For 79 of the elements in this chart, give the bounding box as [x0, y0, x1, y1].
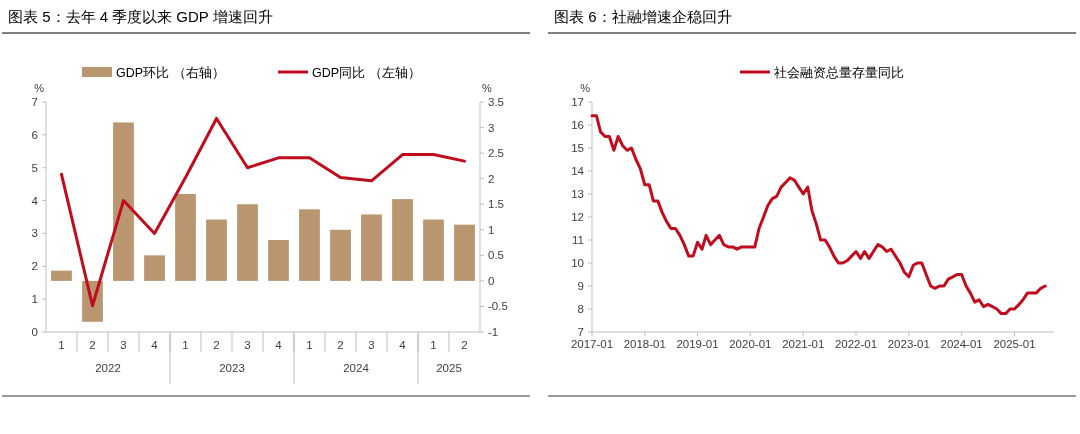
text: 2025: [436, 362, 462, 374]
x-tick-label: 1: [58, 339, 65, 351]
x-tick-label: 2: [213, 339, 220, 351]
x-tick-label: 2: [461, 339, 468, 351]
y2-tick-label: 3: [488, 121, 495, 134]
y-tick-label: 16: [571, 119, 584, 131]
legend-label: GDP同比 （左轴）: [312, 66, 421, 80]
y2-tick-label: -0.5: [488, 300, 508, 313]
bar: [454, 224, 475, 281]
x-tick-label: 1: [182, 339, 189, 351]
bar: [361, 214, 382, 281]
bar: [175, 194, 196, 281]
x-tick-label: 3: [244, 339, 251, 351]
y2-tick-label: 1: [488, 223, 495, 236]
bar: [392, 199, 413, 281]
chart-title: 图表 5：去年 4 季度以来 GDP 增速回升: [8, 8, 273, 25]
bar: [51, 270, 72, 281]
y-tick-label: 13: [571, 188, 584, 200]
y-tick-label: 0: [31, 326, 38, 338]
y2-tick-label: 0.5: [488, 249, 504, 262]
bar: [113, 122, 134, 281]
x-tick-label: 2: [337, 339, 344, 351]
y-tick-label: 17: [571, 96, 584, 108]
y-tick-label: 15: [571, 142, 584, 154]
x-tick-label: 3: [368, 339, 375, 351]
x-tick-label: 2020-01: [729, 338, 772, 350]
legend-label: GDP环比 （右轴）: [116, 66, 225, 80]
y-tick-label: 3: [31, 227, 38, 240]
y-tick-label: 5: [31, 161, 38, 174]
x-tick-label: 4: [399, 339, 407, 351]
y-axis-title: %: [580, 82, 591, 94]
x-tick-label: 2021-01: [782, 338, 825, 350]
x-tick-label: 1: [306, 339, 313, 351]
x-tick-label: 3: [120, 339, 127, 351]
y2-tick-label: -1: [488, 326, 499, 338]
y-tick-label: 12: [571, 211, 584, 223]
y2-tick-label: 0: [488, 274, 495, 287]
bar: [206, 219, 227, 281]
bar: [237, 204, 258, 281]
bar: [144, 255, 165, 281]
text: 2023: [219, 362, 245, 374]
y-tick-label: 14: [571, 165, 585, 177]
x-tick-label: 2024-01: [940, 338, 983, 350]
text: 2022: [95, 362, 121, 374]
x-tick-label: 2019-01: [676, 338, 719, 350]
x-tick-label: 2025-01: [993, 338, 1036, 350]
y-tick-label: 2: [31, 260, 38, 273]
line-series: [590, 114, 1047, 316]
bar: [423, 219, 444, 281]
y-axis-title: %: [34, 82, 45, 94]
y-tick-label: 8: [577, 303, 584, 315]
chart-title: 图表 6：社融增速企稳回升: [554, 8, 732, 25]
y-tick-label: 6: [31, 128, 38, 141]
legend-label: 社会融资总量存量同比: [774, 66, 904, 80]
y-tick-label: 9: [577, 280, 584, 292]
x-tick-label: 1: [430, 339, 437, 351]
y2-tick-label: 1.5: [488, 198, 504, 211]
y-tick-label: 4: [31, 194, 39, 207]
y-tick-label: 7: [577, 326, 584, 338]
y2-tick-label: 2: [488, 172, 495, 185]
x-tick-label: 4: [151, 339, 159, 351]
text: 2024: [343, 362, 370, 374]
x-tick-label: 2018-01: [623, 338, 666, 350]
x-tick-label: 2022-01: [834, 338, 878, 350]
y2-axis-title: %: [482, 82, 492, 94]
bar: [299, 209, 320, 281]
x-tick-label: 2017-01: [570, 338, 614, 350]
y-tick-label: 11: [572, 234, 584, 246]
x-tick-label: 4: [275, 339, 283, 351]
bar: [268, 240, 289, 281]
bar: [330, 229, 351, 281]
y-tick-label: 10: [571, 257, 584, 269]
y-tick-label: 7: [31, 96, 38, 108]
line-series: [60, 116, 466, 308]
x-tick-label: 2023-01: [887, 338, 930, 350]
x-tick-label: 2: [89, 339, 96, 351]
y-tick-label: 1: [31, 293, 38, 306]
y2-tick-label: 3.5: [488, 96, 504, 108]
y2-tick-label: 2.5: [488, 147, 504, 160]
